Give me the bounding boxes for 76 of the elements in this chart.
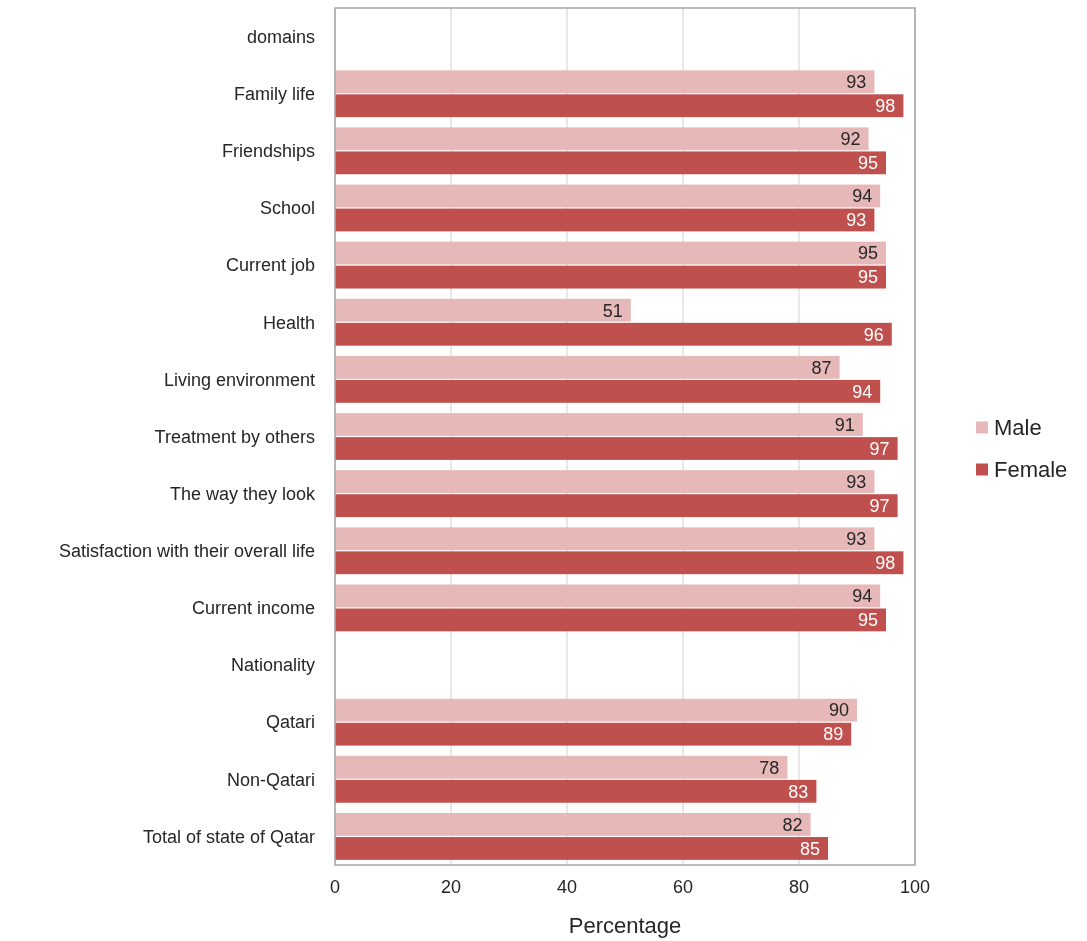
bar <box>335 265 886 289</box>
data-label: 89 <box>823 724 844 745</box>
data-label: 95 <box>857 610 878 631</box>
bar <box>335 355 840 379</box>
data-label: 87 <box>811 357 832 378</box>
bar <box>335 70 875 94</box>
x-tick-label: 60 <box>672 877 694 897</box>
bar <box>335 470 875 494</box>
data-label: 93 <box>846 210 867 231</box>
x-tick-label: 40 <box>556 877 578 897</box>
bar <box>335 813 811 836</box>
bar <box>335 208 875 232</box>
data-label: 96 <box>863 324 884 345</box>
data-label: 78 <box>759 757 780 778</box>
data-label: 93 <box>846 71 867 92</box>
bar <box>335 837 828 860</box>
data-label: 97 <box>869 495 890 516</box>
data-label: 92 <box>840 129 861 150</box>
y-tick-label: The way they look <box>169 483 316 504</box>
data-label: 95 <box>857 267 878 288</box>
data-label: 94 <box>852 186 873 207</box>
bar <box>335 413 863 436</box>
bar <box>335 437 898 460</box>
data-label: 85 <box>799 838 820 859</box>
y-tick-label: Family life <box>233 84 315 104</box>
bar <box>335 151 886 175</box>
bar <box>335 551 904 575</box>
bar <box>335 698 857 722</box>
data-label: 95 <box>857 243 878 264</box>
bar <box>335 184 881 208</box>
bar <box>335 755 788 779</box>
data-label: 82 <box>782 814 803 835</box>
data-label: 94 <box>852 381 873 402</box>
bar <box>335 584 881 608</box>
bar <box>335 298 631 322</box>
data-label: 94 <box>852 586 873 607</box>
x-tick-label: 100 <box>899 877 931 897</box>
x-tick-label: 80 <box>788 877 810 897</box>
y-tick-label: Health <box>262 312 315 333</box>
y-tick-label: Qatari <box>265 712 315 733</box>
y-tick-label: Nationality <box>230 655 315 676</box>
bar <box>335 608 886 632</box>
bar <box>335 379 881 403</box>
data-label: 93 <box>846 471 867 492</box>
data-label: 98 <box>875 96 896 117</box>
y-tick-label: Treatment by others <box>154 426 315 447</box>
legend-label: Female <box>994 457 1068 483</box>
legend-label: Male <box>994 415 1042 441</box>
y-tick-label: Non-Qatari <box>226 769 315 790</box>
data-label: 97 <box>869 438 890 459</box>
bar <box>335 94 904 118</box>
y-tick-label: domains <box>246 26 315 47</box>
data-label: 95 <box>857 153 878 174</box>
bar <box>335 527 875 551</box>
y-tick-label: Satisfaction with their overall life <box>58 541 315 562</box>
y-tick-label: Current job <box>225 255 315 276</box>
y-tick-label: Current income <box>191 598 315 619</box>
x-axis-title: Percentage <box>568 913 682 938</box>
bar <box>335 779 817 803</box>
y-tick-label: Friendships <box>221 141 315 162</box>
y-tick-label: School <box>259 198 315 219</box>
bar <box>335 722 852 746</box>
x-tick-label: 20 <box>440 877 462 897</box>
data-label: 51 <box>602 300 623 321</box>
y-tick-label: Total of state of Qatar <box>142 826 315 847</box>
bar <box>335 127 869 151</box>
x-tick-label: 0 <box>329 877 341 897</box>
bar <box>335 494 898 518</box>
data-label: 90 <box>828 700 849 721</box>
bar <box>335 241 886 265</box>
data-label: 98 <box>875 553 896 574</box>
data-label: 93 <box>846 529 867 550</box>
data-label: 91 <box>834 414 855 435</box>
bar <box>335 322 892 346</box>
y-tick-label: Living environment <box>163 369 315 390</box>
data-label: 83 <box>788 781 809 802</box>
